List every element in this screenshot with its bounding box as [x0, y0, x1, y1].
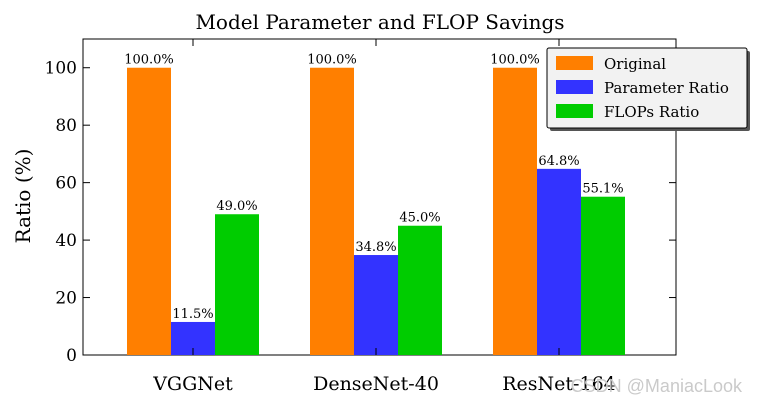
watermark-text: CSDN @ManiacLook: [571, 376, 743, 396]
y-tick-label: 20: [55, 289, 77, 309]
bar: [310, 67, 354, 356]
data-label: 45.0%: [399, 211, 440, 226]
data-label: 100.0%: [490, 53, 540, 68]
y-tick-label: 40: [55, 231, 77, 251]
x-tick-label: DenseNet-40: [313, 373, 439, 395]
y-tick-label: 60: [55, 174, 77, 194]
bar: [127, 67, 171, 356]
bar: [215, 214, 259, 355]
data-label: 55.1%: [582, 182, 623, 197]
y-axis-label: Ratio (%): [11, 149, 35, 244]
bar: [354, 255, 398, 355]
legend-swatch: [556, 104, 593, 118]
legend-box: [546, 47, 748, 129]
bar: [581, 196, 625, 355]
legend-entry: Original: [604, 55, 666, 73]
legend-entry: Parameter Ratio: [604, 79, 729, 97]
chart-title: Model Parameter and FLOP Savings: [195, 10, 564, 34]
legend-swatch: [556, 80, 593, 94]
data-label: 34.8%: [355, 240, 396, 255]
data-label: 11.5%: [172, 307, 213, 322]
data-label: 100.0%: [124, 53, 174, 68]
bar: [398, 225, 442, 355]
data-label: 100.0%: [307, 53, 357, 68]
data-label: 49.0%: [216, 199, 257, 214]
data-label: 64.8%: [538, 154, 579, 169]
legend: Original Parameter Ratio FLOPs Ratio: [546, 47, 750, 131]
legend-entry: FLOPs Ratio: [604, 103, 699, 121]
plot-area: 0 20 40 60 80 100 100.0% 11.5% 49.0% VGGNet 100.0%…: [45, 38, 677, 395]
y-tick-label: 0: [66, 346, 77, 366]
bar: [537, 168, 581, 355]
y-tick-label: 100: [45, 59, 77, 79]
x-tick-label: VGGNet: [152, 373, 233, 395]
y-tick-label: 80: [55, 116, 77, 136]
legend-swatch: [556, 56, 593, 70]
x-tick-label: ResNet-164: [502, 373, 616, 395]
bar: [493, 67, 537, 356]
